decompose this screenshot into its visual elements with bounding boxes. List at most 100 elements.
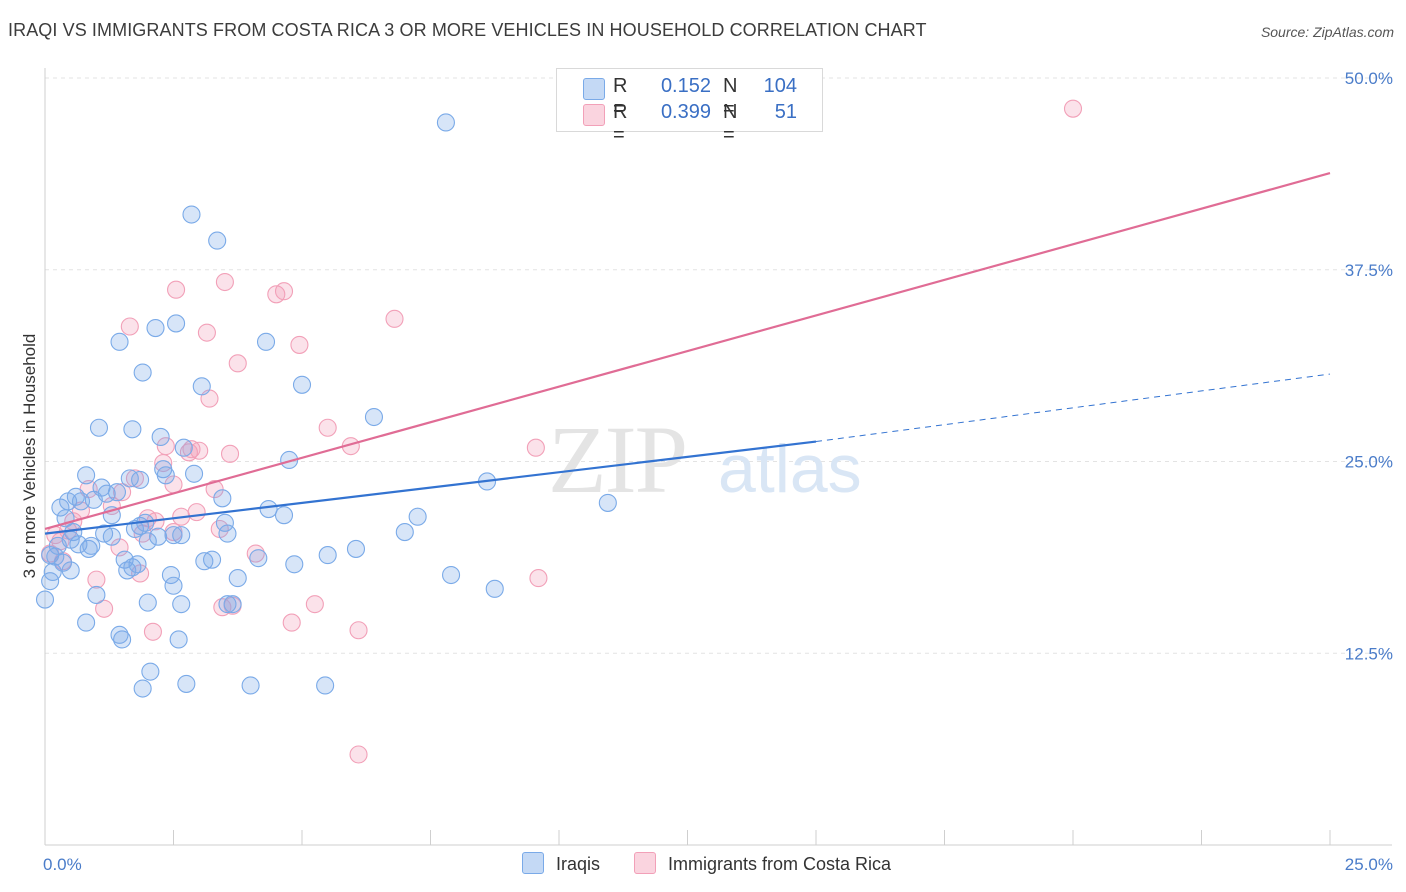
legend-swatch-costa-rica xyxy=(583,104,605,126)
costa-rica-trend-line xyxy=(44,172,1331,531)
iraqis-point xyxy=(133,363,152,382)
iraqis-point xyxy=(598,493,617,512)
iraqis-point xyxy=(192,377,211,396)
iraqis-point xyxy=(185,464,204,483)
bottom-legend-costa-rica: Immigrants from Costa Rica xyxy=(634,852,891,875)
legend-swatch-iraqis xyxy=(583,78,605,100)
iraqis-point xyxy=(61,561,80,580)
chart-title: IRAQI VS IMMIGRANTS FROM COSTA RICA 3 OR… xyxy=(8,20,927,40)
costa-rica-point xyxy=(526,438,545,457)
iraqis-point xyxy=(177,674,196,693)
iraqis-point xyxy=(125,519,144,539)
costa-rica-point xyxy=(228,354,247,373)
iraqis-point xyxy=(172,595,191,614)
iraqis-point xyxy=(138,532,157,551)
iraqis-point xyxy=(161,565,180,585)
iraqis-point xyxy=(149,527,168,546)
iraqis-point xyxy=(82,536,101,555)
iraqis-point xyxy=(228,569,247,588)
correlation-legend: R = 0.152 N = 104 R = 0.399 N = 51 xyxy=(556,68,823,146)
iraqis-trend-extension xyxy=(815,373,1331,443)
iraqis-point xyxy=(292,375,312,394)
x-tick-label: 0.0% xyxy=(43,855,82,874)
trend-lines xyxy=(44,172,1331,535)
costa-rica-point xyxy=(87,570,106,589)
iraqis-point xyxy=(316,676,335,695)
iraqis-point xyxy=(346,539,366,558)
iraqis-point xyxy=(146,318,165,338)
iraqis-point xyxy=(128,555,147,574)
iraqis-point xyxy=(249,549,268,568)
iraqis-point xyxy=(77,613,96,632)
iraqis-point xyxy=(174,438,193,457)
iraqis-point xyxy=(138,593,157,612)
costa-rica-point xyxy=(274,282,294,301)
legend-n-label: N = xyxy=(723,75,738,120)
iraqis-point xyxy=(215,513,234,532)
iraqis-point xyxy=(79,539,98,558)
iraqis-point xyxy=(164,576,183,595)
costa-rica-point xyxy=(197,323,216,342)
y-tick-label: 37.5% xyxy=(1345,261,1393,280)
costa-rica-point xyxy=(113,483,132,502)
costa-rica-point xyxy=(120,317,139,336)
series-iraqis-points xyxy=(35,113,617,698)
costa-rica-point xyxy=(220,444,240,463)
iraqis-point xyxy=(151,427,170,447)
tick-labels: 12.5% 25.0% 37.5% 50.0% 0.0% 25.0% xyxy=(43,69,1393,874)
bottom-legend-swatch-iraqis xyxy=(522,852,544,874)
source-label: Source: ZipAtlas.com xyxy=(1260,24,1394,40)
costa-rica-point xyxy=(190,441,209,460)
bottom-legend-label-costa-rica: Immigrants from Costa Rica xyxy=(668,854,892,874)
bottom-legend-swatch-costa-rica xyxy=(634,852,656,874)
watermark: ZIP atlas xyxy=(548,406,862,513)
costa-rica-point xyxy=(215,272,234,292)
iraqis-point xyxy=(118,561,137,580)
legend-n-value: 104 xyxy=(763,75,797,97)
iraqis-point xyxy=(110,332,129,351)
costa-rica-point xyxy=(349,621,368,640)
iraqis-point xyxy=(408,507,427,526)
legend-r-label: R = xyxy=(613,75,628,120)
iraqis-point xyxy=(35,590,55,609)
iraqis-point xyxy=(156,466,175,485)
iraqis-point xyxy=(208,231,227,250)
costa-rica-point xyxy=(187,503,206,522)
iraqis-point xyxy=(107,483,127,502)
costa-rica-point xyxy=(290,335,309,354)
iraqis-point xyxy=(53,553,73,572)
iraqis-point xyxy=(102,527,121,546)
iraqis-point xyxy=(223,595,242,614)
legend-n-label: N = xyxy=(723,101,738,146)
iraqis-point xyxy=(77,466,96,485)
legend-r-value: 0.399 xyxy=(660,101,711,123)
costa-rica-point xyxy=(182,440,201,459)
costa-rica-point xyxy=(318,418,337,437)
iraqis-point xyxy=(285,555,304,574)
y-tick-label: 12.5% xyxy=(1345,644,1393,663)
iraqis-point xyxy=(172,526,191,545)
costa-rica-point xyxy=(385,309,404,328)
costa-rica-point xyxy=(167,280,186,299)
iraqis-point xyxy=(364,407,384,427)
iraqis-trend-line xyxy=(44,440,817,535)
costa-rica-point xyxy=(349,745,368,764)
x-tick-label: 25.0% xyxy=(1345,855,1393,874)
costa-rica-point xyxy=(305,595,324,614)
iraqis-point xyxy=(182,205,201,224)
legend-r-label: R = xyxy=(613,101,628,146)
iraqis-point xyxy=(218,524,237,543)
watermark-atlas: atlas xyxy=(718,431,862,507)
iraqis-point xyxy=(169,630,188,649)
y-tick-label: 25.0% xyxy=(1345,453,1393,472)
iraqis-point xyxy=(167,314,186,333)
iraqis-point xyxy=(259,500,278,519)
iraqis-point xyxy=(123,420,142,439)
iraqis-point xyxy=(113,630,132,649)
costa-rica-point xyxy=(156,437,175,456)
iraqis-point xyxy=(436,113,455,132)
iraqis-point xyxy=(213,489,232,508)
iraqis-point xyxy=(203,550,222,569)
iraqis-point xyxy=(43,562,62,581)
